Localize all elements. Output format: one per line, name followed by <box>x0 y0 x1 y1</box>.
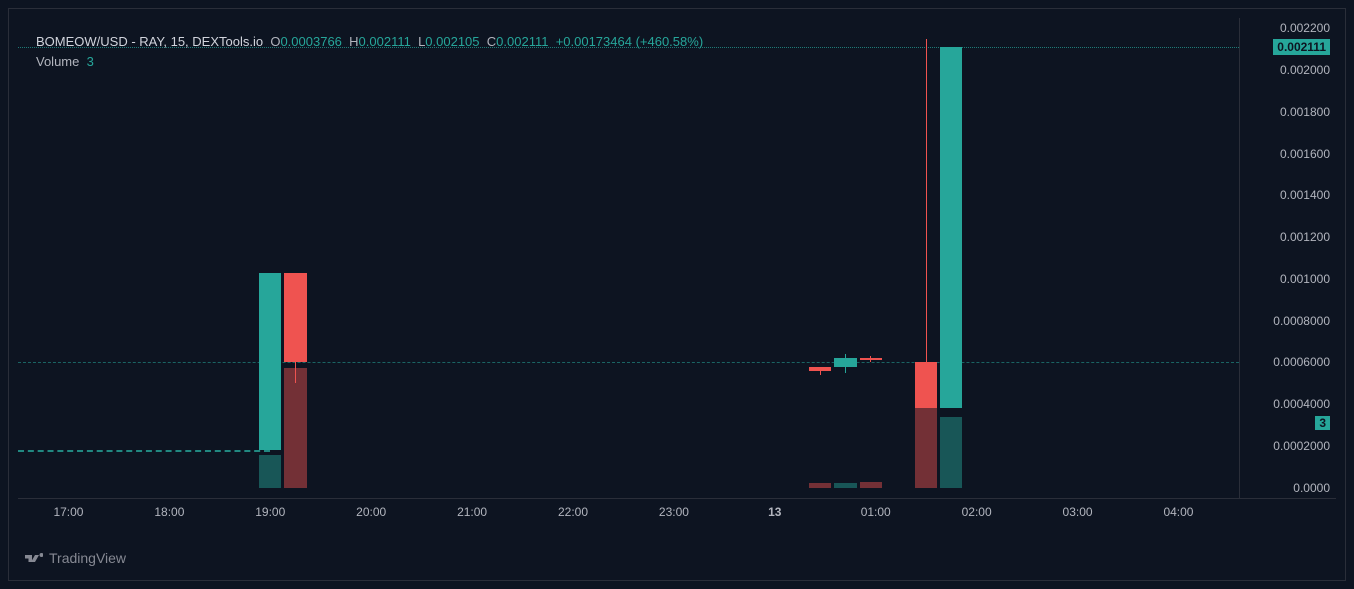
tradingview-attribution[interactable]: TradingView <box>25 550 126 566</box>
x-tick-label: 18:00 <box>154 505 184 519</box>
candle-body <box>809 367 831 371</box>
attribution-text: TradingView <box>49 550 126 566</box>
volume-bar <box>259 455 281 488</box>
volume-value: 3 <box>87 54 94 69</box>
volume-bar <box>940 417 962 488</box>
candle-body <box>940 47 962 408</box>
axis-corner <box>1240 498 1336 538</box>
y-tick-label: 0.0006000 <box>1273 355 1330 369</box>
volume-bar <box>834 483 856 487</box>
chart-area[interactable]: BOMEOW/USD - RAY, 15, DEXTools.io O0.000… <box>18 18 1336 538</box>
candle-body <box>915 362 937 408</box>
chart-frame: BOMEOW/USD - RAY, 15, DEXTools.io O0.000… <box>8 8 1346 581</box>
x-tick-label: 22:00 <box>558 505 588 519</box>
prev-close-line <box>18 362 1239 363</box>
low-value: 0.002105 <box>425 34 479 49</box>
y-tick-label: 0.0008000 <box>1273 314 1330 328</box>
x-tick-label: 20:00 <box>356 505 386 519</box>
candle-body <box>284 273 306 363</box>
x-tick-label: 02:00 <box>962 505 992 519</box>
h-letter: H <box>349 34 358 49</box>
candle-body <box>860 358 882 360</box>
time-axis[interactable]: 17:00 18:00 19:00 20:00 21:00 22:00 23:00 13 01:… <box>18 498 1240 538</box>
volume-bar <box>809 483 831 487</box>
y-tick-label: 0.001400 <box>1280 188 1330 202</box>
close-value: 0.002111 <box>496 34 548 49</box>
tradingview-logo-icon <box>25 552 43 564</box>
last-price-badge: 0.002111 <box>1273 39 1330 55</box>
open-value: 0.0003766 <box>280 34 341 49</box>
x-tick-label: 17:00 <box>53 505 83 519</box>
price-axis[interactable]: 0.0000 0.0002000 0.0004000 0.0006000 0.00080… <box>1240 18 1336 498</box>
symbol-label[interactable]: BOMEOW/USD - RAY, 15, DEXTools.io <box>36 34 263 49</box>
y-tick-label: 0.001800 <box>1280 105 1330 119</box>
y-tick-label: 0.0004000 <box>1273 397 1330 411</box>
volume-label: Volume <box>36 54 79 69</box>
x-tick-label: 21:00 <box>457 505 487 519</box>
x-tick-label: 19:00 <box>255 505 285 519</box>
x-tick-label: 23:00 <box>659 505 689 519</box>
volume-legend[interactable]: Volume 3 <box>36 54 94 69</box>
c-letter: C <box>487 34 496 49</box>
volume-bar <box>284 368 306 488</box>
high-value: 0.002111 <box>359 34 411 49</box>
x-tick-label: 03:00 <box>1063 505 1093 519</box>
x-tick-label: 04:00 <box>1163 505 1193 519</box>
change-value: +0.00173464 (+460.58%) <box>556 34 703 49</box>
y-tick-label: 0.001000 <box>1280 272 1330 286</box>
chart-legend[interactable]: BOMEOW/USD - RAY, 15, DEXTools.io O0.000… <box>36 34 703 49</box>
o-letter: O <box>270 34 280 49</box>
price-plot[interactable] <box>18 18 1240 498</box>
entry-dashed-line <box>18 450 270 452</box>
candle-body <box>259 273 281 450</box>
volume-bar <box>860 482 882 487</box>
y-tick-label: 0.0002000 <box>1273 439 1330 453</box>
x-tick-label: 01:00 <box>861 505 891 519</box>
y-tick-label: 0.001200 <box>1280 230 1330 244</box>
candle-body <box>834 358 856 366</box>
y-tick-label: 0.002200 <box>1280 21 1330 35</box>
volume-axis-badge: 3 <box>1315 416 1330 430</box>
x-tick-label: 13 <box>768 505 781 519</box>
y-tick-label: 0.002000 <box>1280 63 1330 77</box>
candle-wick <box>926 39 927 408</box>
y-tick-label: 0.0000 <box>1293 481 1330 495</box>
y-tick-label: 0.001600 <box>1280 147 1330 161</box>
